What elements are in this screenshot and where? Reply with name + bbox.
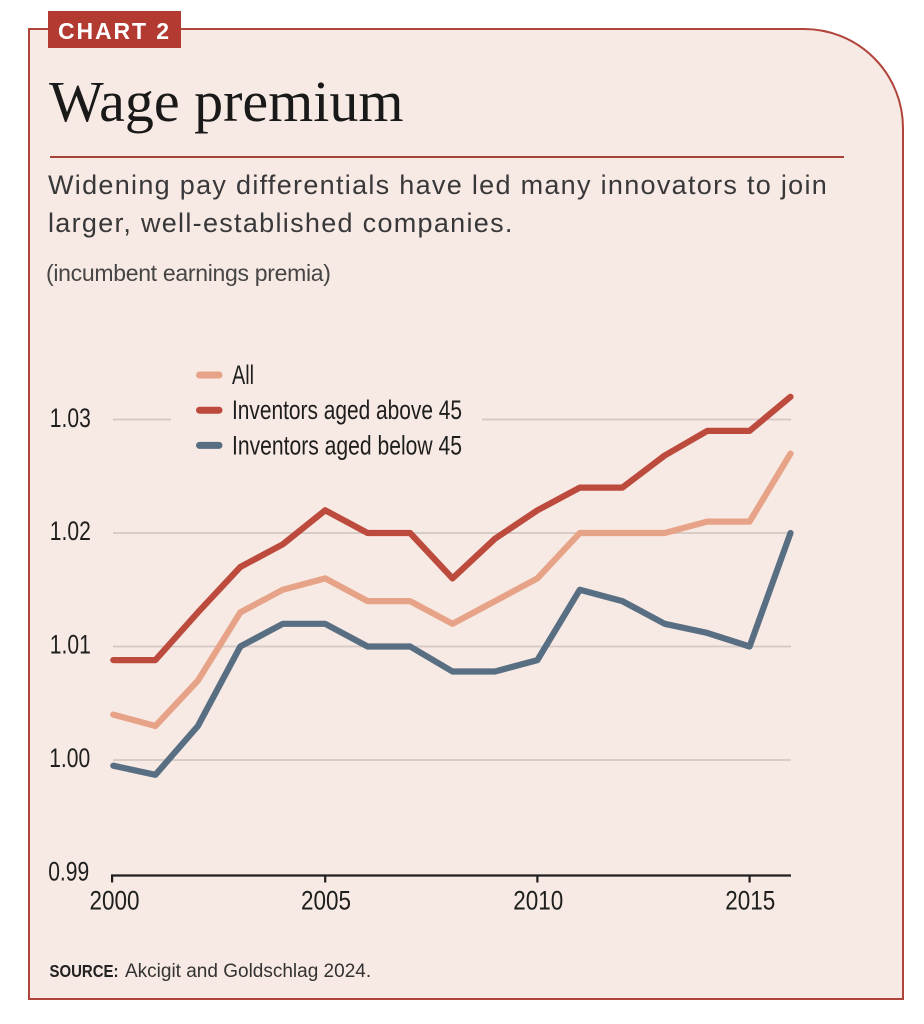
svg-text:2000: 2000 — [90, 885, 140, 915]
svg-text:2005: 2005 — [301, 885, 351, 915]
svg-text:All: All — [232, 360, 254, 390]
svg-text:1.03: 1.03 — [50, 403, 91, 433]
svg-text:Inventors aged above 45: Inventors aged above 45 — [232, 395, 462, 425]
svg-text:1.01: 1.01 — [50, 629, 91, 659]
svg-text:1.02: 1.02 — [50, 516, 91, 546]
svg-text:SOURCE:: SOURCE: — [50, 961, 119, 981]
svg-text:Inventors aged below 45: Inventors aged below 45 — [232, 431, 462, 461]
svg-text:2010: 2010 — [513, 885, 563, 915]
svg-text:Akcigit and Goldschlag 2024.: Akcigit and Goldschlag 2024. — [125, 961, 371, 982]
svg-text:2015: 2015 — [725, 885, 775, 915]
svg-text:1.00: 1.00 — [49, 743, 90, 773]
svg-text:0.99: 0.99 — [48, 857, 89, 887]
